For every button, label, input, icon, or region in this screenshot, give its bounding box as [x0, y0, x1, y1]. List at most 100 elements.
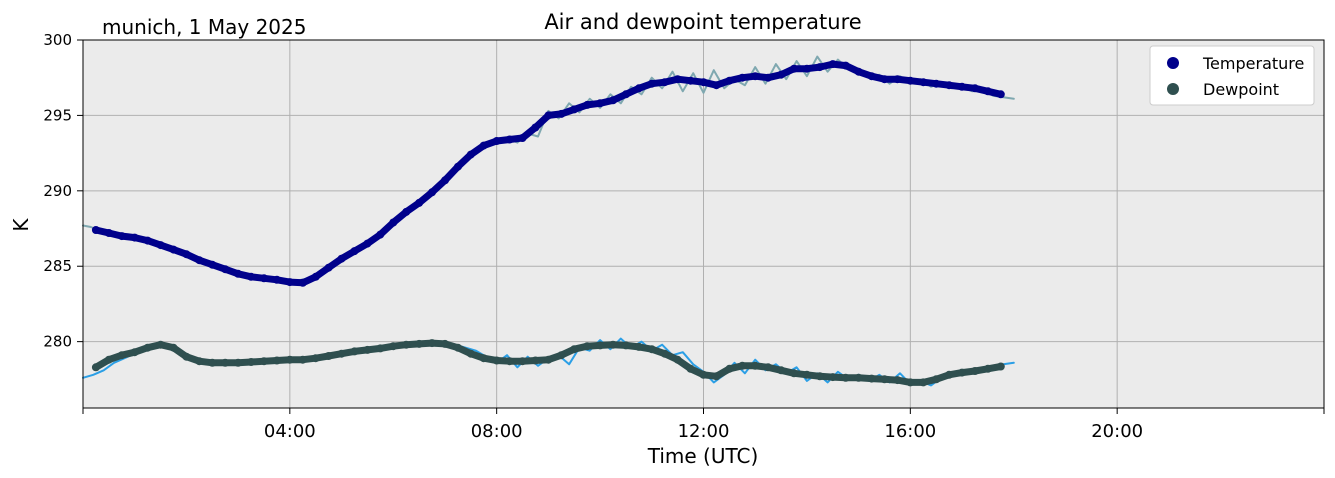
temperature-point	[828, 60, 837, 69]
dewpoint-point	[505, 357, 514, 366]
temperature-point	[557, 109, 566, 118]
temperature-point	[208, 260, 217, 269]
temperature-point	[272, 275, 281, 284]
legend-marker-temperature	[1167, 57, 1179, 69]
dewpoint-point	[376, 344, 385, 353]
dewpoint-point	[919, 378, 928, 387]
dewpoint-point	[932, 375, 941, 384]
y-tick-label: 285	[43, 257, 72, 275]
dewpoint-point	[285, 355, 294, 364]
dewpoint-point	[596, 341, 605, 350]
temperature-point	[725, 76, 734, 85]
temperature-point	[919, 78, 928, 87]
temperature-point	[492, 137, 501, 145]
dewpoint-point	[234, 358, 243, 367]
x-axis-label: Time (UTC)	[647, 444, 759, 468]
dewpoint-point	[272, 356, 281, 365]
temperature-point	[428, 188, 436, 197]
temperature-point	[634, 84, 643, 93]
temperature-point	[893, 75, 902, 84]
dewpoint-point	[609, 340, 617, 349]
dewpoint-point	[91, 363, 100, 372]
y-axis-label: K	[9, 218, 33, 232]
temperature-point	[932, 79, 941, 88]
temperature-point	[609, 96, 617, 105]
temperature-point	[285, 278, 294, 287]
temperature-point	[854, 67, 863, 76]
dewpoint-point	[363, 345, 372, 354]
temperature-point	[337, 254, 346, 263]
temperature-point	[169, 245, 178, 254]
temperature-point	[621, 90, 630, 99]
dewpoint-point	[971, 367, 979, 375]
dewpoint-point	[260, 357, 268, 366]
dewpoint-point	[221, 358, 230, 367]
temperature-point	[91, 226, 100, 234]
temperature-point	[531, 123, 540, 132]
dewpoint-point	[996, 362, 1005, 371]
temperature-point	[117, 232, 126, 241]
dewpoint-point	[893, 376, 902, 385]
temperature-point	[298, 278, 307, 287]
dewpoint-point	[298, 355, 307, 364]
x-tick-label: 16:00	[884, 421, 936, 442]
dewpoint-point	[802, 370, 811, 379]
temperature-point	[479, 141, 488, 150]
temperature-point	[660, 78, 669, 87]
temperature-point	[104, 229, 113, 237]
dewpoint-point	[828, 373, 837, 382]
dewpoint-point	[906, 378, 915, 387]
temperature-point	[363, 239, 372, 248]
temperature-point	[802, 64, 811, 73]
dewpoint-point	[479, 354, 488, 363]
temperature-point	[996, 90, 1005, 99]
temperature-point	[195, 256, 204, 265]
dewpoint-point	[531, 356, 540, 365]
dewpoint-point	[557, 351, 566, 360]
ticks: 04:00 08:00 12:00 16:00 20:00 280 285 290 295 300	[43, 31, 1325, 442]
dewpoint-point	[104, 355, 113, 364]
dewpoint-point	[195, 357, 204, 366]
temperature-point	[790, 64, 798, 73]
dewpoint-point	[544, 355, 553, 364]
legend: Temperature Dewpoint	[1149, 45, 1315, 106]
dewpoint-point	[983, 364, 992, 373]
series-layer	[82, 55, 1015, 387]
temperature-point	[182, 250, 191, 259]
temperature-point	[505, 135, 514, 144]
location-date-label: munich, 1 May 2025	[102, 15, 306, 39]
temperature-point	[673, 75, 682, 84]
temperature-point	[415, 198, 424, 207]
legend-label-dewpoint: Dewpoint	[1203, 80, 1279, 99]
y-tick-label: 290	[43, 182, 72, 200]
temperature-point	[751, 72, 760, 81]
dewpoint-point	[841, 373, 850, 382]
legend-label-temperature: Temperature	[1202, 54, 1304, 73]
temperature-point	[570, 105, 579, 114]
temperature-point	[738, 73, 747, 82]
dewpoint-point	[518, 357, 527, 366]
dewpoint-point	[790, 369, 798, 378]
temperature-point	[699, 78, 708, 87]
dewpoint-point	[247, 358, 256, 366]
dewpoint-point	[441, 339, 449, 348]
x-tick-label: 04:00	[264, 421, 316, 442]
temperature-point	[156, 241, 165, 250]
temperature-point	[815, 63, 824, 72]
temperature-point	[389, 218, 398, 227]
dewpoint-point	[324, 352, 333, 360]
dewpoint-point	[182, 352, 191, 361]
dewpoint-point	[208, 358, 217, 367]
temperature-point	[466, 150, 475, 159]
temperature-point	[596, 99, 605, 108]
temperature-point	[234, 269, 243, 278]
dewpoint-point	[867, 374, 876, 383]
dewpoint-point	[117, 351, 126, 360]
y-tick-label: 280	[43, 333, 72, 351]
temperature-point	[841, 61, 850, 70]
temperature-point	[221, 265, 230, 274]
dewpoint-point	[428, 339, 436, 348]
temperature-point	[453, 162, 462, 171]
y-tick-label: 300	[43, 31, 72, 49]
temperature-point	[376, 230, 385, 239]
